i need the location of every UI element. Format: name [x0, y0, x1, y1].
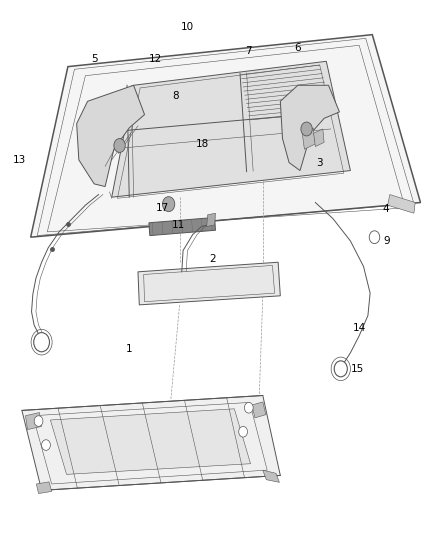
- Circle shape: [114, 139, 125, 152]
- Polygon shape: [302, 128, 315, 149]
- Text: 3: 3: [316, 158, 323, 167]
- Text: 6: 6: [294, 43, 301, 53]
- Text: 8: 8: [172, 91, 179, 101]
- Circle shape: [162, 197, 175, 212]
- Polygon shape: [25, 413, 42, 430]
- Text: 4: 4: [382, 204, 389, 214]
- Polygon shape: [263, 470, 279, 482]
- Text: 5: 5: [91, 54, 98, 63]
- Text: 1: 1: [126, 344, 133, 354]
- Polygon shape: [207, 213, 215, 227]
- Circle shape: [239, 426, 247, 437]
- Text: 10: 10: [181, 22, 194, 31]
- Polygon shape: [36, 482, 52, 494]
- Text: 17: 17: [156, 203, 170, 213]
- Circle shape: [301, 122, 312, 136]
- Text: 13: 13: [13, 155, 26, 165]
- Text: 11: 11: [172, 221, 185, 230]
- Text: 7: 7: [245, 46, 252, 55]
- Polygon shape: [252, 402, 266, 418]
- Polygon shape: [149, 217, 215, 236]
- Polygon shape: [112, 61, 350, 197]
- Text: 9: 9: [383, 236, 390, 246]
- Polygon shape: [77, 85, 145, 187]
- Circle shape: [369, 231, 380, 244]
- Text: 18: 18: [196, 139, 209, 149]
- Circle shape: [34, 333, 49, 352]
- Text: 15: 15: [350, 364, 364, 374]
- Polygon shape: [22, 395, 280, 490]
- Circle shape: [334, 361, 347, 377]
- Polygon shape: [280, 85, 339, 171]
- Circle shape: [34, 416, 43, 426]
- Text: 14: 14: [353, 323, 366, 333]
- Polygon shape: [314, 129, 324, 147]
- Polygon shape: [388, 195, 415, 213]
- Text: 12: 12: [149, 54, 162, 63]
- Polygon shape: [31, 35, 420, 237]
- Text: 2: 2: [209, 254, 216, 263]
- Polygon shape: [50, 409, 251, 474]
- Circle shape: [244, 402, 253, 413]
- Circle shape: [42, 440, 50, 450]
- Polygon shape: [138, 262, 280, 305]
